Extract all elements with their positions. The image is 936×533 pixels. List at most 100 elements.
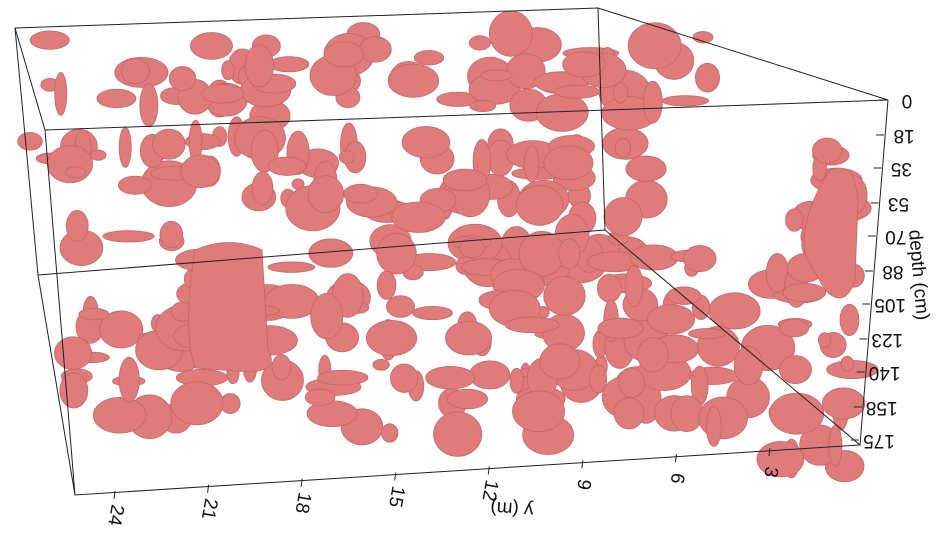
blob (338, 150, 355, 164)
blob (670, 395, 704, 433)
blob (539, 343, 581, 380)
depth-tick-label: 0 (902, 90, 913, 111)
blob (504, 316, 560, 334)
depth-tick-label: 35 (891, 158, 912, 179)
blob (401, 126, 451, 159)
blob (29, 30, 70, 50)
box-edge (859, 99, 889, 446)
blob (92, 397, 147, 434)
axis-label: y (m) (490, 496, 535, 520)
y-tick-label: 18 (290, 491, 314, 515)
blob (756, 440, 805, 478)
blob (512, 390, 566, 433)
blob (459, 238, 485, 259)
tick-mark (487, 466, 490, 475)
blob (694, 62, 720, 93)
blob (102, 230, 155, 243)
blob (618, 368, 645, 398)
depth-tick-label: 123 (871, 329, 903, 350)
axis-label: depth (cm) (904, 229, 933, 321)
blob (201, 84, 245, 104)
blob (89, 149, 107, 161)
blob (188, 242, 272, 373)
blob (839, 303, 860, 337)
blob (168, 66, 197, 92)
blob (543, 275, 586, 316)
blob (733, 346, 764, 386)
blob (642, 80, 663, 124)
blob (445, 320, 493, 356)
y-tick-label: 12 (478, 478, 502, 502)
depth-tick-label: 88 (882, 261, 903, 282)
blob (118, 126, 132, 168)
blob (769, 392, 825, 435)
blob (523, 145, 540, 183)
blob (390, 363, 419, 393)
blob (359, 36, 392, 63)
tick-mark (394, 472, 397, 481)
blob (117, 175, 152, 195)
blob (812, 137, 843, 164)
blob (613, 397, 645, 430)
blob (121, 58, 150, 85)
blob (170, 381, 224, 426)
y-tick-label: 9 (572, 477, 595, 491)
depth-tick-label: 175 (863, 430, 895, 451)
blob (118, 356, 140, 403)
blob (54, 336, 93, 370)
blob (509, 367, 524, 394)
blob (705, 405, 722, 447)
blob (469, 360, 511, 390)
box-edge (597, 7, 606, 231)
blob (480, 69, 513, 82)
tick-mark (674, 454, 677, 463)
blob (666, 286, 702, 305)
y-tick-label: 21 (197, 497, 221, 521)
blob (515, 185, 564, 226)
blob (624, 265, 644, 308)
blob (778, 355, 812, 384)
blob (267, 156, 307, 176)
blob (59, 372, 89, 409)
depth-tick-label: 105 (874, 294, 906, 315)
blob (840, 355, 855, 372)
blob (317, 369, 369, 386)
blob (554, 84, 601, 99)
blob (589, 364, 608, 394)
tick-mark (768, 447, 771, 457)
blob (251, 171, 274, 206)
blob (54, 71, 68, 116)
blob (310, 293, 344, 340)
blob (98, 310, 144, 349)
blob (597, 317, 644, 339)
blob (543, 145, 594, 181)
blob (782, 283, 827, 303)
blob (343, 183, 378, 204)
blob (268, 56, 310, 73)
blob (647, 304, 695, 335)
blob (221, 60, 235, 81)
blob (779, 318, 809, 338)
blob (244, 44, 274, 88)
blob (562, 51, 606, 78)
blob (159, 220, 184, 249)
blob (442, 168, 487, 192)
blob (603, 197, 643, 237)
blob (365, 320, 418, 357)
tick-mark (207, 484, 210, 493)
depth-tick-label: 53 (888, 193, 909, 214)
depth-tick-label: 158 (866, 397, 898, 418)
blob (387, 63, 440, 98)
blob (381, 423, 399, 443)
tick-mark (113, 490, 116, 500)
blob (323, 41, 364, 68)
blob (190, 32, 233, 60)
y-tick-label: 3 (759, 465, 782, 479)
blob (446, 388, 489, 410)
blob (828, 424, 843, 467)
blob (613, 82, 629, 104)
blob (65, 209, 89, 242)
box-edge (44, 129, 76, 496)
y-tick-label: 6 (666, 471, 689, 485)
